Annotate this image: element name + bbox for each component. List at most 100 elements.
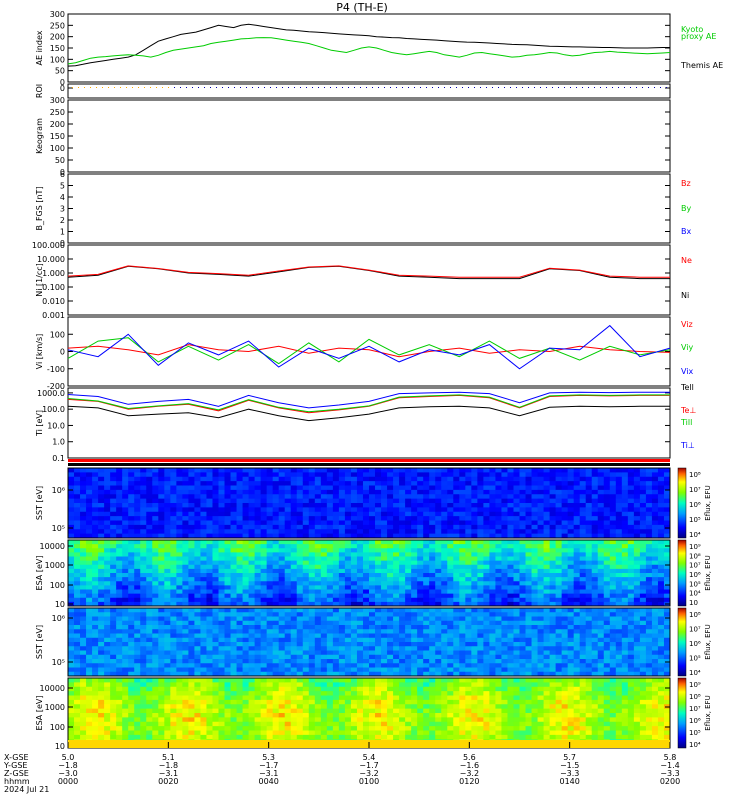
spectro-cell: [489, 544, 496, 549]
spectro-cell: [140, 525, 147, 530]
spectro-cell: [429, 548, 436, 553]
spectro-cell: [507, 659, 514, 664]
spectro-cell: [309, 594, 316, 599]
spectro-cell: [212, 529, 219, 534]
spectro-cell: [477, 529, 484, 534]
spectro-cell: [405, 621, 412, 626]
spectro-cell: [231, 512, 238, 517]
spectro-cell: [351, 642, 358, 647]
spectro-cell: [483, 481, 490, 486]
spectro-cell: [544, 499, 551, 504]
spectro-cell: [465, 472, 472, 477]
spectro-cell: [237, 651, 244, 656]
spectro-cell: [501, 573, 508, 578]
spectro-cell: [465, 655, 472, 660]
spectro-cell: [628, 529, 635, 534]
spectro-cell: [465, 529, 472, 534]
spectro-cell: [399, 565, 406, 570]
spectro-cell: [92, 525, 99, 530]
spectro-cell: [495, 561, 502, 566]
spectro-cell: [219, 625, 226, 630]
spectro-cell: [74, 552, 81, 557]
spectro-cell: [574, 512, 581, 517]
spectro-cell: [146, 642, 153, 647]
spectro-cell: [279, 617, 286, 622]
spectro-cell: [550, 608, 557, 613]
spectro-cell: [375, 481, 382, 486]
spectro-cell: [465, 507, 472, 512]
spectro-cell: [411, 477, 418, 482]
spectro-cell: [158, 486, 165, 491]
spectro-cell: [501, 638, 508, 643]
spectro-cell: [267, 481, 274, 486]
spectro-cell: [501, 590, 508, 595]
spectro-cell: [640, 638, 647, 643]
spectro-cell: [291, 569, 298, 574]
spectro-cell: [423, 594, 430, 599]
spectro-cell: [652, 561, 659, 566]
spectro-cell: [513, 663, 520, 668]
spectro-cell: [465, 625, 472, 630]
roi-dot: [174, 87, 175, 88]
spectro-cell: [556, 565, 563, 570]
spectro-cell: [110, 552, 117, 557]
spectro-cell: [580, 573, 587, 578]
spectro-cell: [628, 598, 635, 603]
spectro-cell: [495, 651, 502, 656]
spectro-cell: [435, 581, 442, 586]
spectro-cell: [459, 573, 466, 578]
spectro-cell: [200, 544, 207, 549]
spectro-cell: [363, 525, 370, 530]
spectro-cell: [532, 651, 539, 656]
spectro-cell: [357, 525, 364, 530]
spectro-cell: [267, 486, 274, 491]
spectro-cell: [381, 468, 388, 473]
spectro-cell: [586, 521, 593, 526]
spectro-cell: [568, 663, 575, 668]
spectro-cell: [339, 642, 346, 647]
spectro-cell: [532, 548, 539, 553]
spectro-cell: [255, 651, 262, 656]
spectro-cell: [465, 540, 472, 545]
spectro-cell: [441, 598, 448, 603]
spectro-cell: [393, 642, 400, 647]
spectro-cell: [550, 507, 557, 512]
spectro-cell: [622, 477, 629, 482]
spectro-cell: [182, 529, 189, 534]
spectro-cell: [622, 544, 629, 549]
spectro-cell: [562, 490, 569, 495]
spectro-cell: [351, 557, 358, 562]
spectro-cell: [80, 608, 87, 613]
spectro-cell: [658, 477, 665, 482]
spectro-cell: [622, 629, 629, 634]
spectro-cell: [580, 642, 587, 647]
spectro-cell: [68, 594, 75, 599]
spectro-cell: [74, 481, 81, 486]
spectro-cell: [152, 625, 159, 630]
spectro-cell: [339, 499, 346, 504]
spectro-cell: [200, 642, 207, 647]
spectro-cell: [225, 548, 232, 553]
spectro-cell: [447, 521, 454, 526]
spectro-cell: [628, 468, 635, 473]
spectro-cell: [495, 529, 502, 534]
spectro-cell: [140, 638, 147, 643]
spectro-cell: [321, 642, 328, 647]
spectro-cell: [526, 525, 533, 530]
spectro-cell: [387, 646, 394, 651]
spectro-cell: [98, 540, 105, 545]
spectro-cell: [489, 608, 496, 613]
spectro-cell: [513, 557, 520, 562]
spectro-cell: [122, 668, 129, 673]
spectro-cell: [363, 521, 370, 526]
spectro-cell: [140, 668, 147, 673]
spectro-cell: [339, 612, 346, 617]
spectro-cell: [134, 499, 141, 504]
roi-dot: [258, 87, 259, 88]
spectro-cell: [453, 565, 460, 570]
spectro-cell: [231, 477, 238, 482]
spectro-cell: [381, 561, 388, 566]
spectro-cell: [532, 621, 539, 626]
spectro-cell: [375, 525, 382, 530]
spectro-cell: [634, 642, 641, 647]
